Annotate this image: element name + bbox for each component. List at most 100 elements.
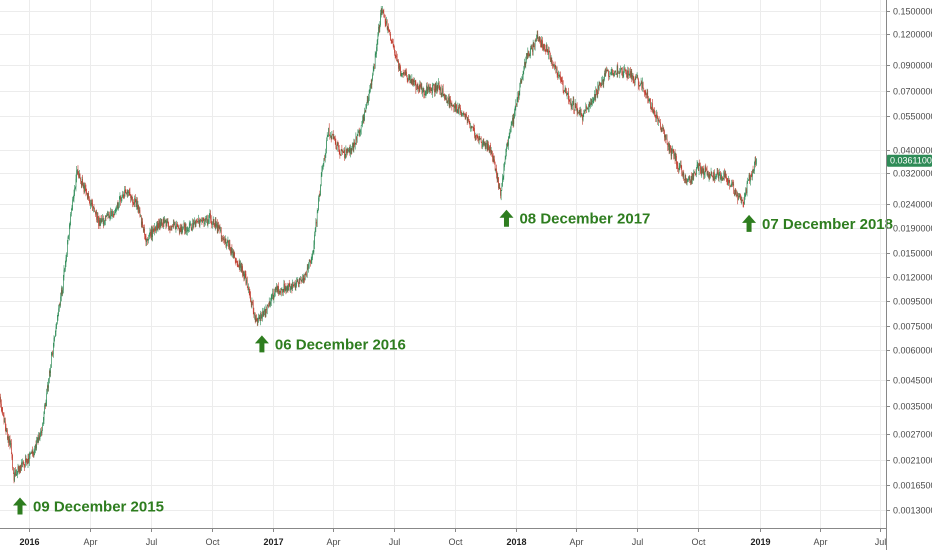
candle-body: [648, 99, 649, 102]
candle-body: [240, 263, 241, 268]
candle-body: [351, 147, 353, 151]
candle-body: [675, 155, 677, 161]
candle-body: [166, 220, 168, 222]
candle-body: [2, 410, 3, 415]
candle-body: [184, 223, 186, 231]
candle-body: [414, 80, 415, 82]
candle-body: [426, 85, 427, 95]
candle-body: [328, 127, 329, 136]
candle-body: [468, 118, 469, 121]
candle-body: [474, 135, 476, 138]
candle-body: [718, 172, 719, 179]
candle-body: [547, 52, 549, 55]
candle-body: [291, 285, 293, 289]
candle-body: [234, 252, 235, 258]
candle-body: [442, 88, 443, 95]
candle-body: [87, 193, 88, 199]
candle-body: [84, 186, 85, 192]
candle-body: [127, 191, 129, 193]
candle-body: [608, 76, 610, 77]
candle-body: [98, 220, 100, 226]
candle-body: [576, 106, 577, 108]
candle-body: [535, 40, 537, 42]
candle-body: [660, 122, 661, 127]
candle-body: [615, 71, 617, 75]
candle-body: [748, 179, 749, 181]
x-axis-scale[interactable]: 2016 Apr Jul Oct 2017 Apr Jul Oct 2018 Apr Jul Oct 2…: [19, 528, 886, 547]
y-axis-scale[interactable]: 0.190000000.150000000.120000000.09000000…: [886, 0, 932, 516]
candle-body: [730, 185, 732, 187]
x-tick-label: Jul: [146, 537, 158, 547]
candle-body: [207, 222, 209, 224]
candle-body: [281, 289, 283, 291]
candle-body: [450, 102, 452, 104]
candle-body: [167, 220, 169, 223]
y-tick-label: 0.00750000: [893, 322, 932, 332]
candle-body: [61, 289, 63, 294]
candle-body: [644, 92, 646, 94]
candle-body: [434, 88, 435, 93]
candle-body: [308, 264, 309, 269]
candle-body: [282, 289, 283, 293]
candle-body: [66, 254, 67, 258]
candle-body: [346, 148, 348, 154]
candle-body: [262, 311, 264, 316]
candle-body: [268, 305, 269, 307]
candle-body: [683, 172, 685, 180]
candle-body: [192, 223, 194, 225]
candle-body: [132, 202, 134, 204]
candle-body: [684, 175, 686, 181]
y-tick-label: 0.04000000: [893, 146, 932, 156]
candle-body: [487, 144, 489, 151]
candle-body: [89, 198, 90, 204]
candle-body: [182, 229, 183, 233]
candle-body: [448, 97, 450, 106]
candle-body: [365, 107, 367, 112]
y-tick-label: 0.01200000: [893, 273, 932, 283]
candle-body: [124, 189, 125, 197]
candle-body: [466, 117, 468, 121]
candle-body: [370, 83, 371, 89]
y-tick-label: 0.00350000: [893, 402, 932, 412]
candle-body: [172, 226, 173, 228]
candle-body: [170, 229, 171, 231]
candle-body: [48, 379, 49, 388]
candle-body: [681, 168, 683, 174]
candle-body: [9, 438, 11, 445]
candle-body: [532, 42, 534, 52]
candle-body: [532, 48, 533, 52]
candle-body: [348, 149, 350, 151]
candle-body: [57, 316, 58, 323]
candle-body: [606, 70, 608, 72]
candle-body: [401, 73, 403, 76]
candle-body: [275, 288, 277, 290]
candle-body: [16, 473, 17, 475]
candle-body: [118, 206, 119, 209]
candle-body: [464, 113, 465, 115]
candle-body: [569, 100, 571, 103]
candle-body: [49, 371, 51, 373]
candle-body: [484, 141, 485, 146]
candle-body: [385, 23, 387, 25]
candle-body: [228, 241, 229, 247]
candle-body: [230, 247, 231, 254]
candle-body: [131, 195, 133, 200]
candle-body: [740, 194, 741, 201]
candle-body: [500, 190, 502, 196]
candle-body: [205, 218, 207, 220]
candle-body: [687, 179, 689, 182]
candle-body: [720, 177, 722, 179]
candle-body: [363, 116, 365, 121]
candle-body: [744, 196, 745, 205]
candle-body: [587, 108, 589, 110]
candle-body: [270, 298, 272, 303]
candle-body: [248, 287, 250, 292]
candle-body: [214, 223, 215, 227]
candle-body: [7, 436, 9, 439]
candle-body: [650, 107, 652, 109]
candle-body: [153, 229, 155, 231]
candle-body: [425, 94, 427, 95]
candle-body: [299, 279, 301, 280]
candle-body: [690, 176, 692, 183]
